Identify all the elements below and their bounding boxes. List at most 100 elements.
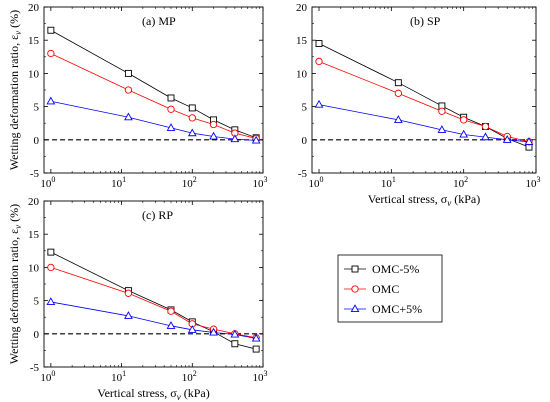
series-line-omc-5- [50,100,257,141]
data-point [47,248,55,256]
data-point [124,112,133,121]
data-point [167,105,175,113]
y-tick-label: 20 [28,196,40,208]
data-point [460,116,468,124]
chart-panel-mp: -5 0 5 10 15 20 100 101 102 103 (a) MP Wetting defo… [7,2,268,190]
x-tick-label: 103 [526,175,541,190]
y-tick-label: 0 [34,329,40,341]
x-tick-label: 101 [111,369,126,384]
series-line-omc-5- [50,251,257,350]
series-line-omc-5- [50,29,257,139]
chart-panel-rp: -5 0 5 10 15 20 100 101 102 103 (c) RP Vertical str… [7,196,268,402]
y-tick-label: 15 [28,35,40,47]
data-point [46,297,56,305]
x-axis-label: Vertical stress, σv (kPa) [97,386,209,402]
plot-frame [43,6,264,174]
data-point [524,137,534,145]
data-point [47,49,55,58]
series-line-omc-5- [318,104,530,143]
data-point [166,123,176,131]
legend-entry: OMC+5% [372,302,422,316]
data-point [315,57,323,66]
legend-entry: OMC [372,282,399,296]
x-tick-label: 100 [40,369,55,384]
y-tick-label: 15 [296,35,308,47]
y-tick-label: 15 [28,229,40,241]
data-point [230,134,240,143]
data-point [502,135,512,143]
data-point [124,311,133,319]
y-axis-label: Wetting deformation ratio, εv (%) [7,204,23,364]
y-tick-label: 0 [34,135,40,147]
data-point [438,107,446,115]
x-tick-label: 101 [111,175,126,190]
series-line-omc-5- [50,301,257,339]
x-tick-label: 100 [40,175,55,190]
y-tick-label: 20 [296,2,308,14]
y-tick-label: 5 [34,296,40,308]
data-point [167,307,175,315]
y-tick-label: -5 [298,168,308,180]
data-point [394,89,402,97]
x-tick-label: 102 [453,175,468,190]
x-tick-label: 102 [182,175,197,190]
x-tick-label: 100 [309,175,324,190]
data-point [394,79,402,87]
chart-panel-sp: -5 0 5 10 15 20 100 101 102 103 (b) SP Vertical str… [296,2,541,208]
y-tick-label: -5 [30,168,40,180]
data-point [252,345,260,353]
data-point [230,329,240,338]
y-tick-label: 10 [296,68,308,80]
panel-label: (a) MP [142,14,176,28]
legend-marker [351,285,359,293]
data-point [188,114,196,122]
plot-frame [43,200,264,368]
data-point [124,289,133,297]
legend-marker [351,265,359,273]
panel-label: (c) RP [142,208,173,222]
y-tick-label: 0 [302,135,308,147]
data-point [315,40,323,47]
y-tick-label: 20 [28,2,40,14]
data-point [187,128,197,137]
x-tick-label: 102 [182,369,197,384]
data-point [124,69,132,77]
y-tick-label: 5 [34,102,40,114]
data-point [187,325,197,333]
y-tick-label: 5 [302,102,308,114]
data-point [167,94,175,102]
panel-label: (b) SP [410,14,441,28]
y-axis-label: Wetting deformation ratio, εv (%) [7,10,23,170]
series-line-omc-5- [318,43,530,148]
data-point [393,115,403,123]
x-tick-label: 101 [381,175,396,190]
data-point [481,122,490,131]
data-point [437,125,447,133]
data-point [251,333,261,342]
y-tick-label: -5 [30,362,40,374]
data-point [459,129,469,138]
data-point [209,131,218,140]
data-point [231,340,239,348]
data-point [47,26,55,34]
data-point [188,104,196,112]
x-axis-label: Vertical stress, σv (kPa) [368,192,480,208]
data-point [209,327,218,336]
legend-marker [350,304,360,313]
series-line-omc [318,61,530,143]
data-point [166,321,176,329]
data-point [46,96,56,105]
data-point [124,86,133,94]
y-tick-label: 10 [28,262,40,274]
y-tick-label: 10 [28,68,40,80]
x-tick-label: 103 [253,369,268,384]
data-point [47,263,55,272]
chart-legend: OMC-5% OMC OMC+5% [337,254,443,323]
plot-frame [311,6,537,174]
series-line-omc [50,267,257,339]
data-point [314,99,324,108]
legend-entry: OMC-5% [372,262,419,276]
data-point [251,135,261,144]
data-point [209,120,218,129]
